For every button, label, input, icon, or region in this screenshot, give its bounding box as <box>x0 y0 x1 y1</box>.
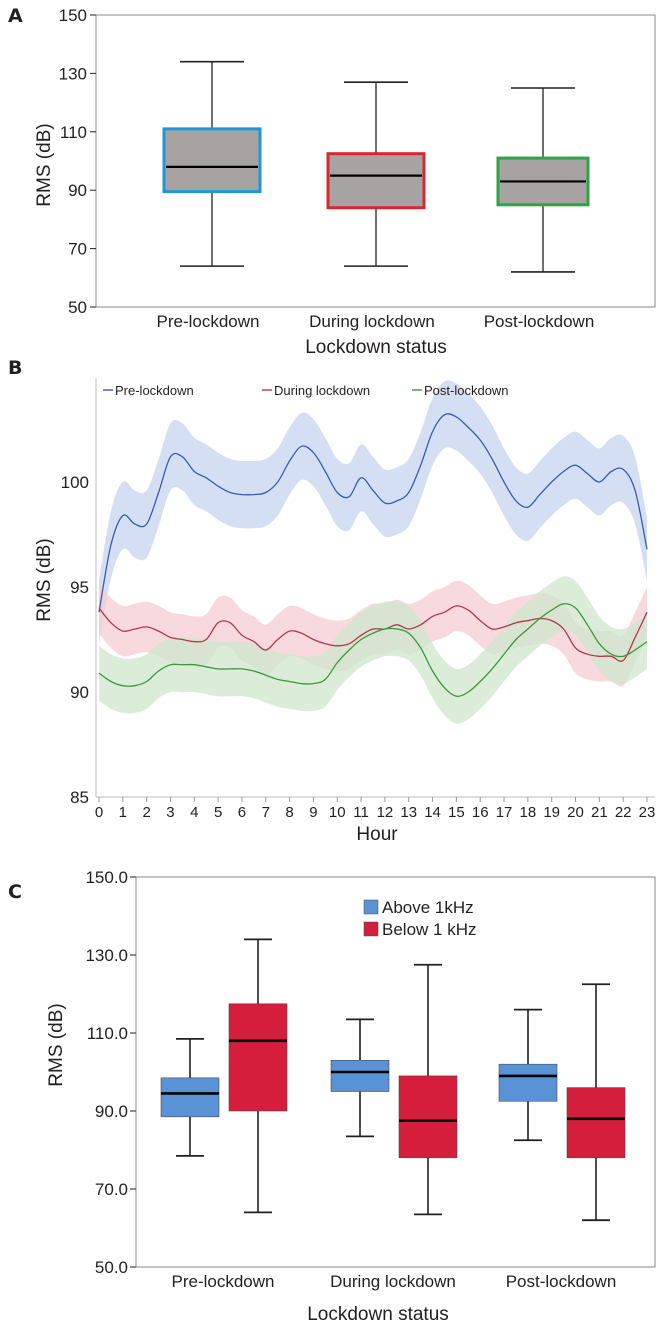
panel-a: A RMS (dB) Lockdown status 50 70 90 110 130 1… <box>8 5 656 358</box>
panel-a-ylabel: RMS (dB) <box>34 123 55 206</box>
series-band-post <box>99 576 647 724</box>
y-tick-label: 150 <box>59 6 87 25</box>
x-tick-label: 5 <box>214 804 222 821</box>
y-tick-label: 70.0 <box>95 1180 128 1199</box>
legend-label: Below 1 kHz <box>382 920 476 939</box>
y-tick-label: 110 <box>60 123 87 142</box>
panel-c-letter: C <box>8 881 22 903</box>
x-tick-label: 4 <box>190 804 198 821</box>
panel-b-letter: B <box>8 357 22 379</box>
x-tick-label: 23 <box>639 804 656 821</box>
y-tick-label: 110.0 <box>87 1024 128 1043</box>
panel-c: C RMS (dB) Lockdown status 50.0 70.0 90.0 1… <box>8 868 656 1325</box>
legend-swatch <box>363 899 379 915</box>
panel-b-ylabel: RMS (dB) <box>34 538 55 621</box>
panel-a-xlabel: Lockdown status <box>305 337 447 358</box>
x-tick-label: 7 <box>262 804 270 821</box>
x-tick-label: 6 <box>238 804 246 821</box>
box-body <box>162 127 262 194</box>
x-tick-label: 3 <box>166 804 174 821</box>
x-tick-label: 0 <box>95 804 103 821</box>
x-tick-label: 18 <box>520 804 537 821</box>
box-body <box>330 1060 390 1092</box>
x-tick-label: 17 <box>496 804 513 821</box>
panel-c-ylabel: RMS (dB) <box>46 1003 67 1086</box>
box-body <box>398 1075 458 1159</box>
y-tick-label: 95 <box>70 578 89 597</box>
panel-c-frame <box>135 876 656 1268</box>
legend-label: During lockdown <box>274 383 370 398</box>
x-tick-label: 10 <box>329 804 346 821</box>
y-tick-label: 130 <box>59 64 87 83</box>
x-tick-label: 22 <box>615 804 632 821</box>
panel-c-xlabel: Lockdown status <box>307 1304 449 1325</box>
series-line-post <box>98 603 648 697</box>
y-tick-label: 70 <box>68 240 87 259</box>
x-tick-label: 1 <box>119 804 127 821</box>
legend-swatch <box>363 921 379 937</box>
x-tick-label: Pre-lockdown <box>157 312 260 331</box>
x-tick-label: During lockdown <box>309 312 435 331</box>
box-body <box>498 1063 558 1102</box>
y-tick-label: 150.0 <box>85 868 128 887</box>
legend-label: Post-lockdown <box>424 383 509 398</box>
box-body <box>566 1087 626 1159</box>
series-line-during <box>98 605 648 662</box>
x-tick-label: 14 <box>424 804 441 821</box>
x-tick-label: 2 <box>142 804 150 821</box>
x-tick-label: During lockdown <box>330 1272 456 1291</box>
y-tick-label: 90 <box>68 181 87 200</box>
y-tick-label: 90 <box>70 683 89 702</box>
x-tick-label: 8 <box>285 804 293 821</box>
box-body <box>160 1077 220 1118</box>
panel-b-xlabel: Hour <box>356 824 398 845</box>
y-tick-label: 50.0 <box>95 1258 128 1277</box>
legend-label: Pre-lockdown <box>115 383 194 398</box>
panel-a-frame <box>95 14 656 308</box>
x-tick-label: 15 <box>448 804 465 821</box>
y-tick-label: 85 <box>70 788 89 807</box>
box-body <box>326 152 426 210</box>
y-tick-label: 100 <box>61 473 89 492</box>
x-tick-label: 13 <box>400 804 417 821</box>
x-tick-label: 11 <box>353 804 369 821</box>
x-tick-label: 19 <box>543 804 560 821</box>
x-tick-label: Pre-lockdown <box>172 1272 275 1291</box>
y-tick-label: 50 <box>68 298 87 317</box>
x-tick-label: 12 <box>377 804 394 821</box>
x-tick-label: 9 <box>309 804 317 821</box>
x-tick-label: 16 <box>472 804 489 821</box>
box-body <box>228 1003 288 1112</box>
legend-label: Above 1kHz <box>382 898 474 917</box>
series-line-pre <box>98 413 648 613</box>
x-tick-label: Post-lockdown <box>506 1272 617 1291</box>
x-tick-label: 21 <box>591 804 608 821</box>
series-band-pre <box>99 380 647 644</box>
panel-a-letter: A <box>8 5 23 27</box>
y-tick-label: 130.0 <box>85 946 128 965</box>
y-tick-label: 90.0 <box>95 1102 128 1121</box>
x-tick-label: Post-lockdown <box>484 312 595 331</box>
x-tick-label: 20 <box>567 804 584 821</box>
